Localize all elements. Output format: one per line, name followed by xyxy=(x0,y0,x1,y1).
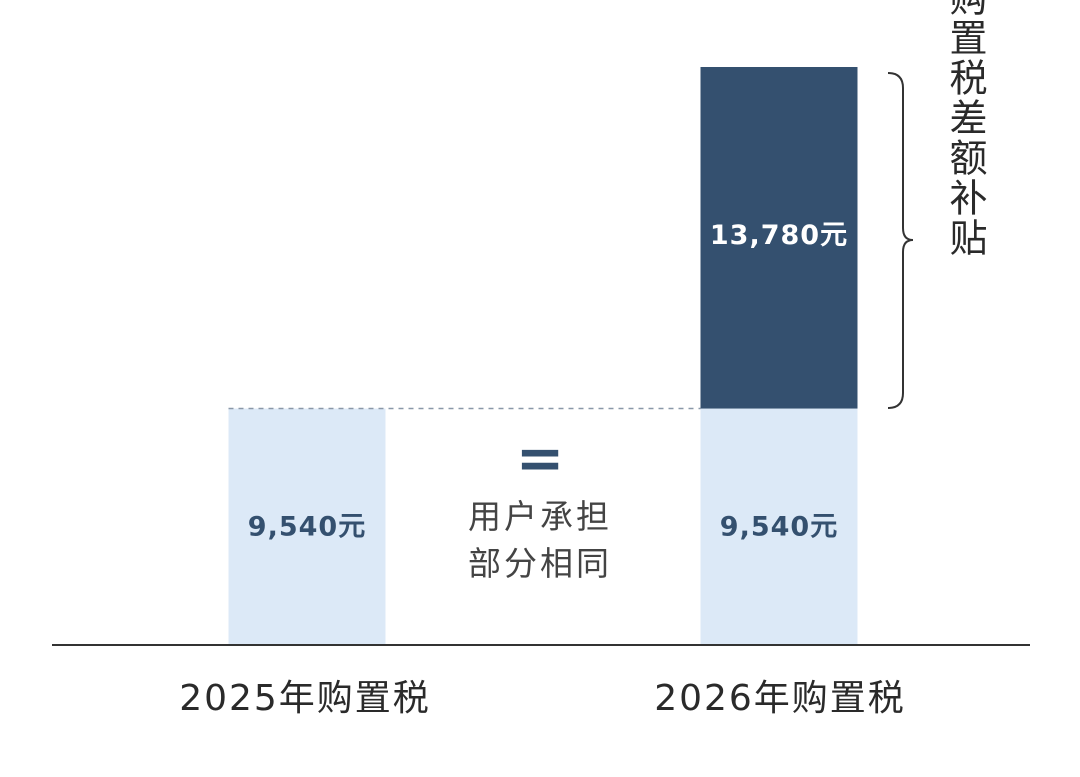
middle-annotation-line-2: 部分相同 xyxy=(468,544,612,583)
curly-bracket xyxy=(887,72,914,409)
bar-1-segment-1-value-label: 9,540元 xyxy=(248,512,366,543)
x-tick-label-2026: 2026年购置税 xyxy=(654,678,906,719)
bar-1-segment-1 xyxy=(228,408,386,645)
bar-2-segment-1 xyxy=(700,408,858,645)
bar-2-segment-2 xyxy=(700,67,858,409)
bars-layer xyxy=(228,67,858,645)
middle-annotation-line-1: 用户承担 xyxy=(468,497,612,536)
labels-layer: 9,540元 9,540元 13,780元 xyxy=(248,220,848,543)
bar-2-segment-2-value-label: 13,780元 xyxy=(710,220,848,251)
equals-sign: = xyxy=(516,424,565,492)
bar-2-segment-1-value-label: 9,540元 xyxy=(720,512,838,543)
x-tick-label-2025: 2025年购置税 xyxy=(179,678,431,719)
bracket-annotation-vertical-text: 购置税差额补贴 xyxy=(943,0,987,258)
